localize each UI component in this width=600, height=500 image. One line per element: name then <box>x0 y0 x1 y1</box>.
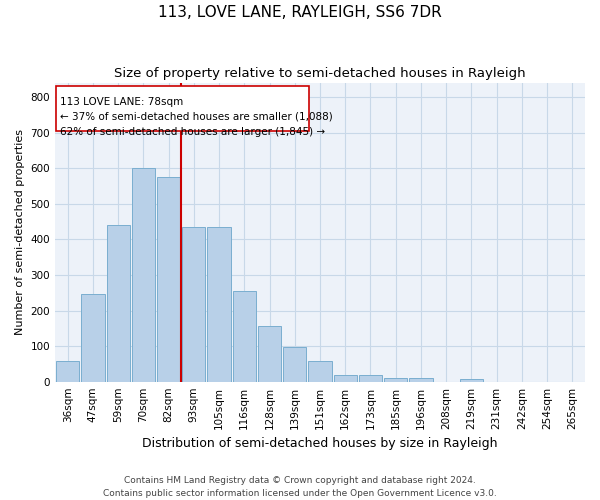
Bar <box>359 374 382 382</box>
Bar <box>308 361 332 382</box>
Text: Contains HM Land Registry data © Crown copyright and database right 2024.
Contai: Contains HM Land Registry data © Crown c… <box>103 476 497 498</box>
Bar <box>81 294 104 382</box>
Bar <box>107 226 130 382</box>
Bar <box>56 361 79 382</box>
Bar <box>460 379 483 382</box>
Bar <box>409 378 433 382</box>
Text: ← 37% of semi-detached houses are smaller (1,088): ← 37% of semi-detached houses are smalle… <box>60 112 333 122</box>
Bar <box>384 378 407 382</box>
Bar <box>208 227 230 382</box>
Bar <box>334 374 357 382</box>
Bar <box>182 227 205 382</box>
Title: Size of property relative to semi-detached houses in Rayleigh: Size of property relative to semi-detach… <box>114 68 526 80</box>
FancyBboxPatch shape <box>56 86 308 131</box>
Bar <box>283 347 307 382</box>
Y-axis label: Number of semi-detached properties: Number of semi-detached properties <box>15 130 25 336</box>
Bar <box>258 326 281 382</box>
X-axis label: Distribution of semi-detached houses by size in Rayleigh: Distribution of semi-detached houses by … <box>142 437 498 450</box>
Text: 113, LOVE LANE, RAYLEIGH, SS6 7DR: 113, LOVE LANE, RAYLEIGH, SS6 7DR <box>158 5 442 20</box>
Text: 62% of semi-detached houses are larger (1,845) →: 62% of semi-detached houses are larger (… <box>60 127 325 137</box>
Bar <box>157 178 180 382</box>
Bar <box>132 168 155 382</box>
Bar <box>233 291 256 382</box>
Text: 113 LOVE LANE: 78sqm: 113 LOVE LANE: 78sqm <box>60 97 184 107</box>
